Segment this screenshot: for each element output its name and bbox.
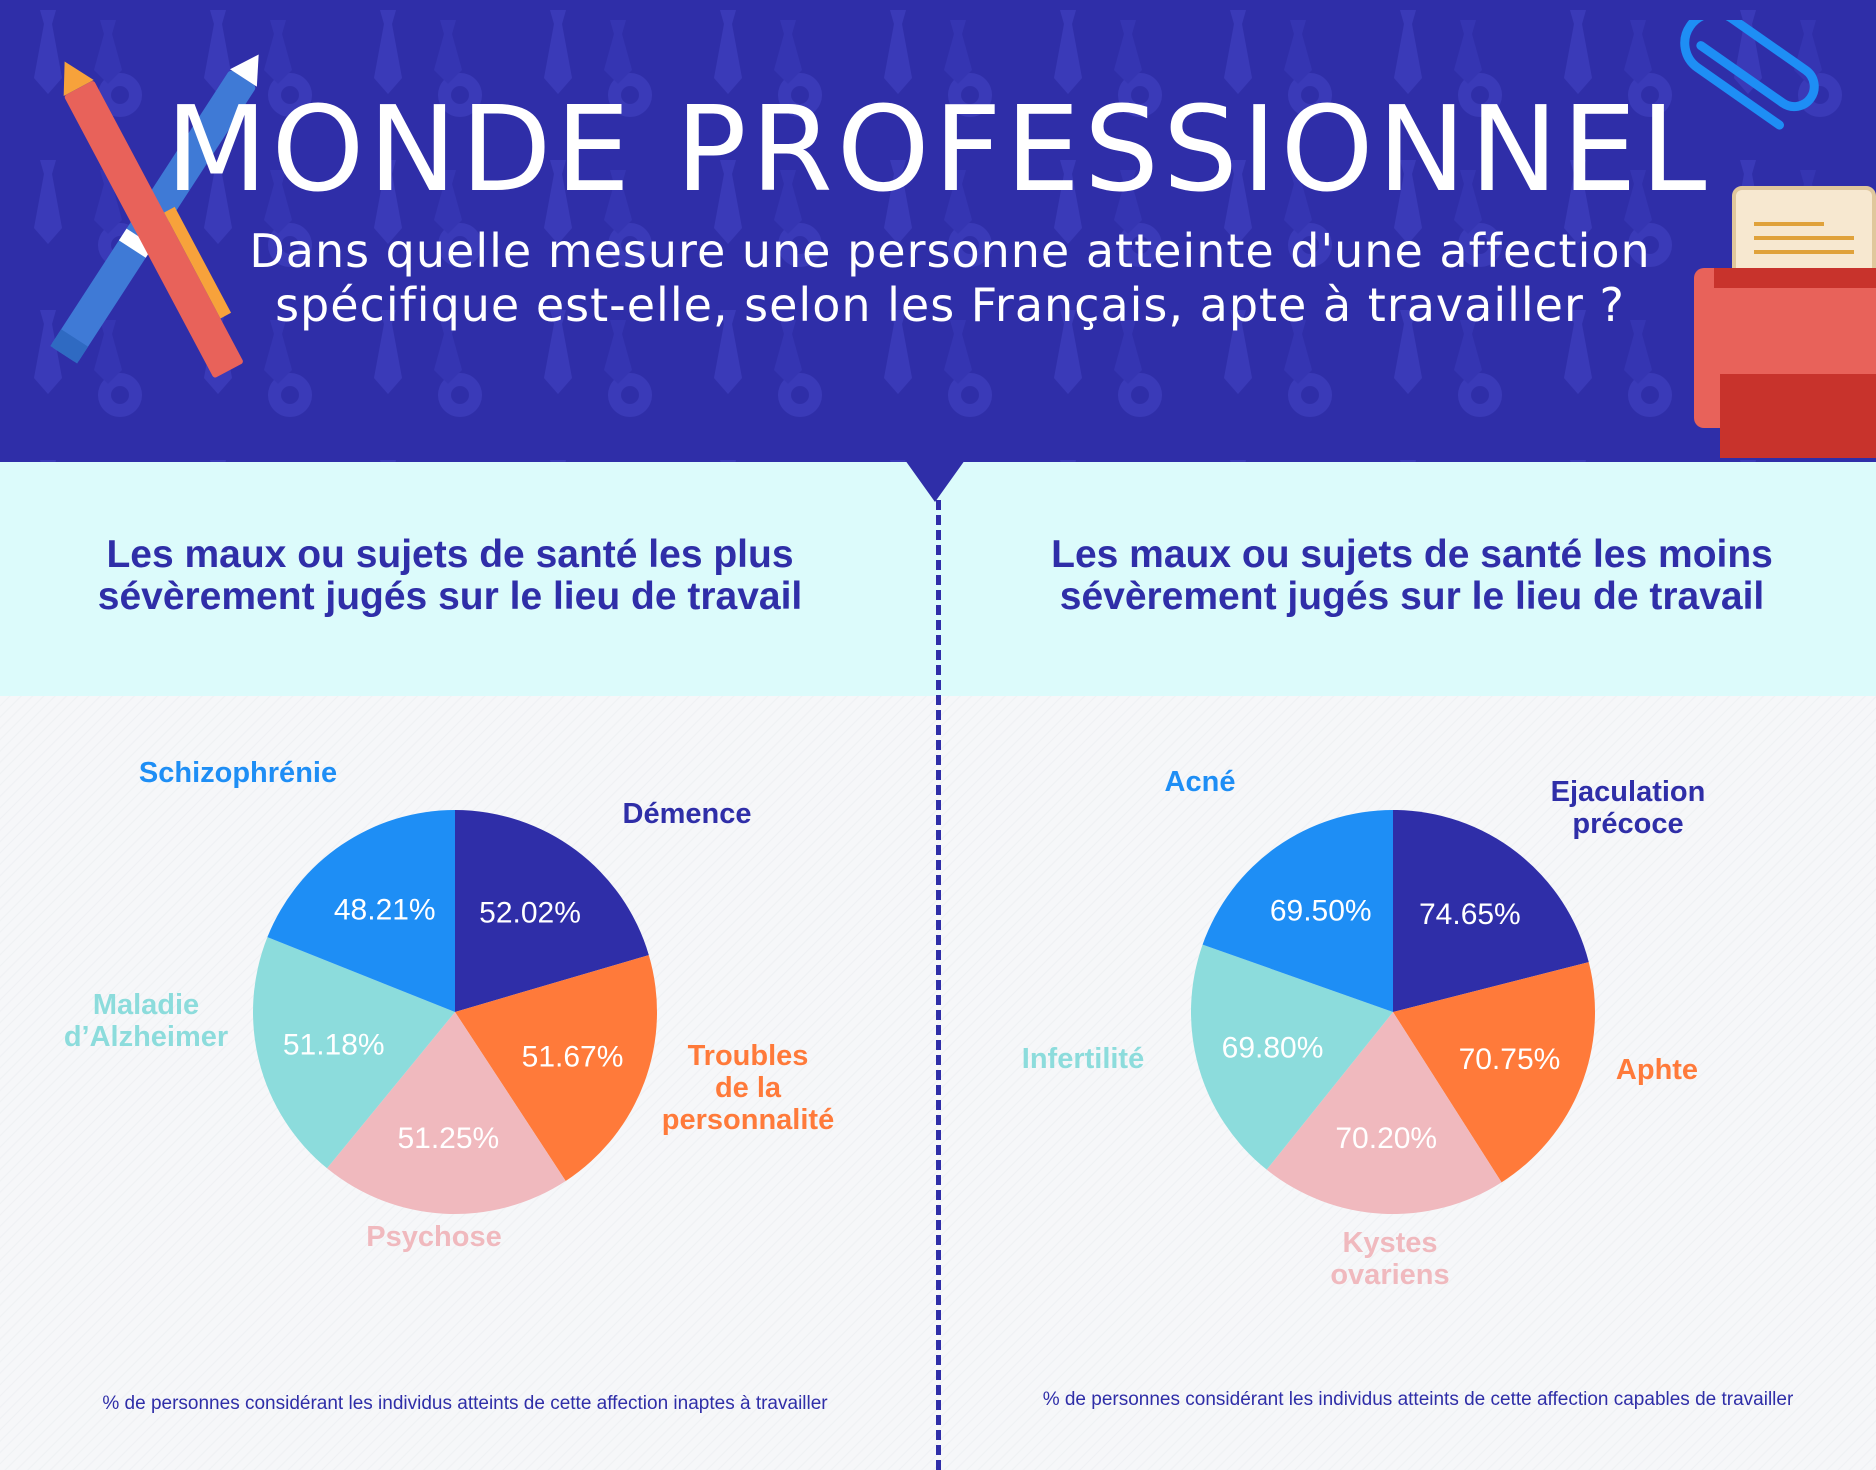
- slice-value-label: 48.21%: [334, 893, 436, 926]
- slice-category-label: Schizophrénie: [139, 757, 337, 789]
- slice-value-label: 70.75%: [1459, 1043, 1561, 1076]
- slice-category-label: Maladie d’Alzheimer: [64, 989, 228, 1053]
- pie-slice: [1393, 962, 1595, 1183]
- right-title-line-2: sévèrement jugés sur le lieu de travail: [1059, 575, 1765, 618]
- left-title-line-1: Les maux ou sujets de santé les plus: [106, 533, 794, 576]
- pie-slice: [1202, 810, 1393, 1012]
- slice-value-label: 51.25%: [397, 1122, 499, 1155]
- pie-slice: [1266, 1012, 1502, 1214]
- slice-category-label: Psychose: [366, 1221, 501, 1253]
- slice-category-label: Troubles de la personnalité: [662, 1040, 834, 1136]
- pie-slice: [455, 810, 649, 1012]
- pie-slice: [1393, 810, 1589, 1012]
- pencil-pen-icon: [50, 54, 259, 378]
- slice-category-label: Infertilité: [1022, 1043, 1144, 1075]
- slice-value-label: 52.02%: [479, 897, 581, 930]
- pie-slice: [252, 937, 455, 1169]
- left-footnote: % de personnes considérant les individus…: [102, 1393, 828, 1414]
- slice-category-label: Aphte: [1616, 1054, 1698, 1086]
- header-notch: [905, 460, 965, 502]
- slice-category-label: Kystes ovariens: [1330, 1227, 1449, 1291]
- slice-category-label: Ejaculation précoce: [1551, 776, 1706, 840]
- pie-slice: [267, 810, 455, 1012]
- typewriter-icon: [1694, 186, 1876, 458]
- slice-value-label: 51.67%: [522, 1040, 624, 1073]
- slice-category-label: Démence: [623, 798, 752, 830]
- pie-slice: [327, 1012, 566, 1214]
- pie-slice: [1191, 944, 1393, 1170]
- page-title: MONDE PROFESSIONNEL: [165, 80, 1711, 218]
- header-banner: MONDE PROFESSIONNEL Dans quelle mesure u…: [0, 0, 1876, 462]
- subtitle-line-2: spécifique est-elle, selon les Français,…: [275, 278, 1625, 332]
- paperclip-icon: [1680, 20, 1819, 130]
- pie-slice: [455, 955, 658, 1181]
- slice-value-label: 74.65%: [1419, 898, 1521, 931]
- slice-value-label: 69.80%: [1222, 1031, 1324, 1064]
- slice-value-label: 51.18%: [283, 1028, 385, 1061]
- slice-value-label: 69.50%: [1270, 895, 1372, 928]
- right-title-line-1: Les maux ou sujets de santé les moins: [1051, 533, 1773, 576]
- tie-gear-pattern: [0, 0, 1876, 462]
- slice-value-label: 70.20%: [1335, 1122, 1437, 1155]
- center-divider: [936, 500, 941, 1470]
- slice-category-label: Acné: [1165, 766, 1236, 798]
- subtitle-line-1: Dans quelle mesure une personne atteinte…: [249, 224, 1651, 278]
- page-subtitle: Dans quelle mesure une personne atteinte…: [230, 224, 1670, 332]
- right-footnote: % de personnes considérant les individus…: [1042, 1389, 1794, 1410]
- left-title-line-2: sévèrement jugés sur le lieu de travail: [97, 575, 803, 618]
- left-section-title: Les maux ou sujets de santé les plus sév…: [20, 534, 880, 618]
- right-section-title: Les maux ou sujets de santé les moins sé…: [982, 534, 1842, 618]
